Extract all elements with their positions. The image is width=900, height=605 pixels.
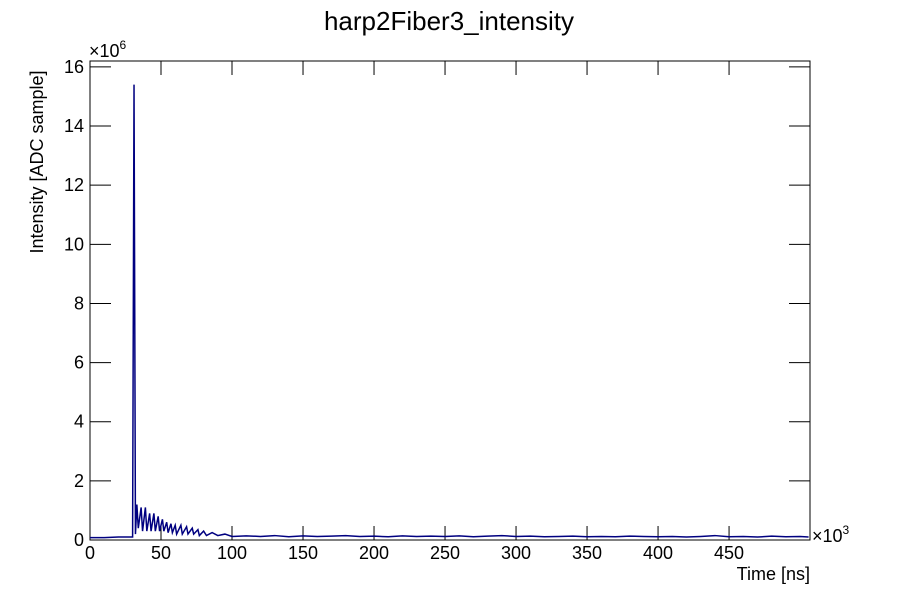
x-tick-label: 150 — [288, 543, 318, 563]
x-tick-label: 100 — [217, 543, 247, 563]
x-tick-label: 350 — [572, 543, 602, 563]
x-tick-label: 300 — [501, 543, 531, 563]
y-tick-label: 14 — [64, 116, 84, 136]
plot-frame — [89, 60, 811, 541]
chart-title: harp2Fiber3_intensity — [324, 6, 574, 36]
x-tick-label: 250 — [430, 543, 460, 563]
y-tick-label: 16 — [64, 57, 84, 77]
y-tick-label: 10 — [64, 234, 84, 254]
x-multiplier-power: 3 — [843, 523, 850, 537]
y-tick-label: 4 — [74, 412, 84, 432]
y-tick-label: 12 — [64, 175, 84, 195]
x-tick-label: 200 — [359, 543, 389, 563]
x-tick-label: 50 — [151, 543, 171, 563]
y-tick-label: 2 — [74, 471, 84, 491]
x-multiplier: ×103 — [812, 523, 850, 546]
x-tick-label: 450 — [714, 543, 744, 563]
y-multiplier: ×106 — [89, 38, 127, 61]
y-multiplier-power: 6 — [120, 38, 127, 52]
y-tick-label: 0 — [74, 530, 84, 550]
x-tick-label: 400 — [643, 543, 673, 563]
x-axis-label: Time [ns] — [737, 564, 810, 584]
x-multiplier-base: ×10 — [812, 526, 843, 546]
data-line — [90, 84, 809, 539]
x-tick-label: 0 — [85, 543, 95, 563]
y-multiplier-base: ×10 — [89, 41, 120, 61]
y-tick-label: 8 — [74, 293, 84, 313]
y-axis-label: Intensity [ADC sample] — [27, 70, 47, 253]
y-tick-label: 6 — [74, 353, 84, 373]
